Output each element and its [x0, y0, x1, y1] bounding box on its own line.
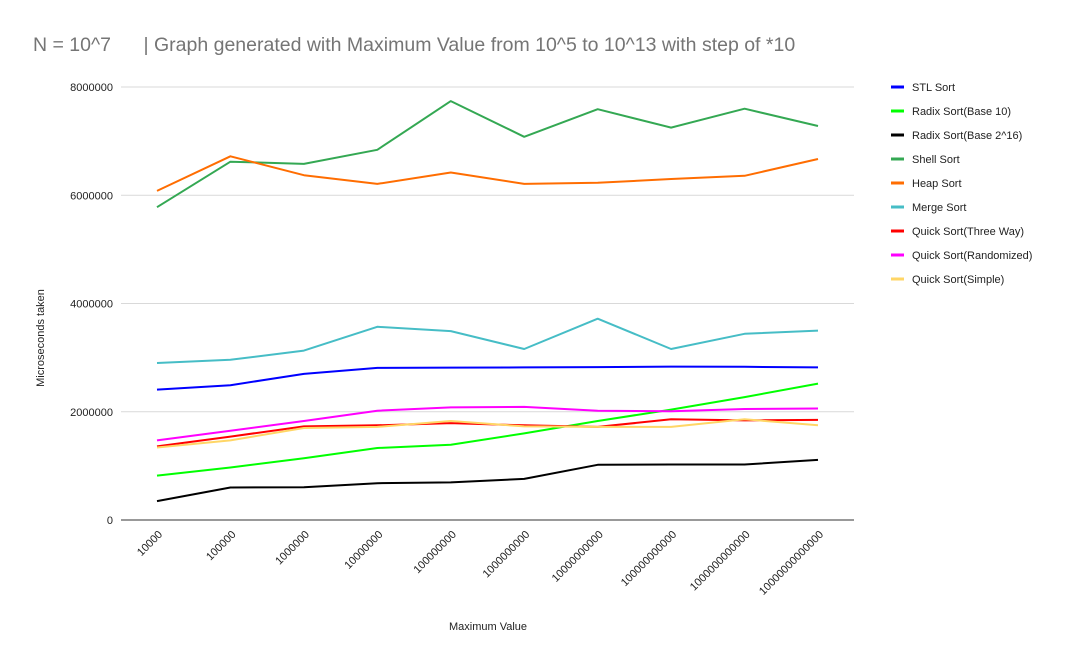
x-tick-label: 1000000000000 [688, 529, 753, 594]
series-line-radix-sort-base-2-16 [156, 458, 819, 503]
chart-title: N = 10^7 | Graph generated with Maximum … [33, 34, 796, 56]
x-axis-ticks: 10000 100000 1000000 10000000 100000000 10000… [135, 529, 826, 598]
y-tick-label: 4000000 [70, 299, 113, 311]
x-tick-label: 100000000 [411, 529, 458, 576]
x-tick-label: 10000000000000 [757, 529, 826, 598]
x-tick-label: 1000000 [273, 529, 312, 568]
series-line-heap-sort [156, 155, 819, 192]
x-tick-label: 100000000000 [619, 529, 679, 589]
series-line-shell-sort [156, 100, 819, 209]
series-line-radix-sort-base-10 [156, 382, 819, 477]
series-line-merge-sort [156, 317, 819, 364]
y-axis-title: Microseconds taken [35, 289, 47, 387]
legend-entry: Radix Sort(Base 2^16) [912, 130, 1022, 142]
series-line-quick-sort-simple [156, 418, 819, 449]
gridlines [121, 86, 854, 521]
legend-entry: Merge Sort [912, 202, 966, 214]
legend-entry: Quick Sort(Simple) [912, 274, 1004, 286]
series-line-stl-sort [156, 365, 819, 391]
y-tick-label: 6000000 [70, 190, 113, 202]
series-lines [156, 100, 819, 503]
x-axis-title: Maximum Value [449, 621, 527, 633]
legend-entry: Quick Sort(Three Way) [912, 226, 1024, 238]
legend-entry: Shell Sort [912, 154, 960, 166]
y-tick-label: 8000000 [70, 82, 113, 94]
series-line-quick-sort-randomized [156, 405, 819, 442]
x-tick-label: 10000000000 [550, 529, 606, 585]
y-axis-ticks: 0 2000000 4000000 6000000 8000000 [70, 82, 113, 527]
legend: STL Sort Radix Sort(Base 10) Radix Sort(Ba… [891, 82, 1032, 286]
legend-entry: Quick Sort(Randomized) [912, 250, 1032, 262]
y-tick-label: 2000000 [70, 407, 113, 419]
x-tick-label: 1000000000 [481, 529, 533, 581]
legend-entry: Heap Sort [912, 178, 962, 190]
y-tick-label: 0 [107, 515, 113, 527]
x-tick-label: 10000000 [342, 529, 385, 572]
legend-entry: Radix Sort(Base 10) [912, 106, 1011, 118]
x-tick-label: 10000 [135, 529, 165, 559]
x-tick-label: 100000 [204, 529, 238, 563]
legend-entry: STL Sort [912, 82, 955, 94]
